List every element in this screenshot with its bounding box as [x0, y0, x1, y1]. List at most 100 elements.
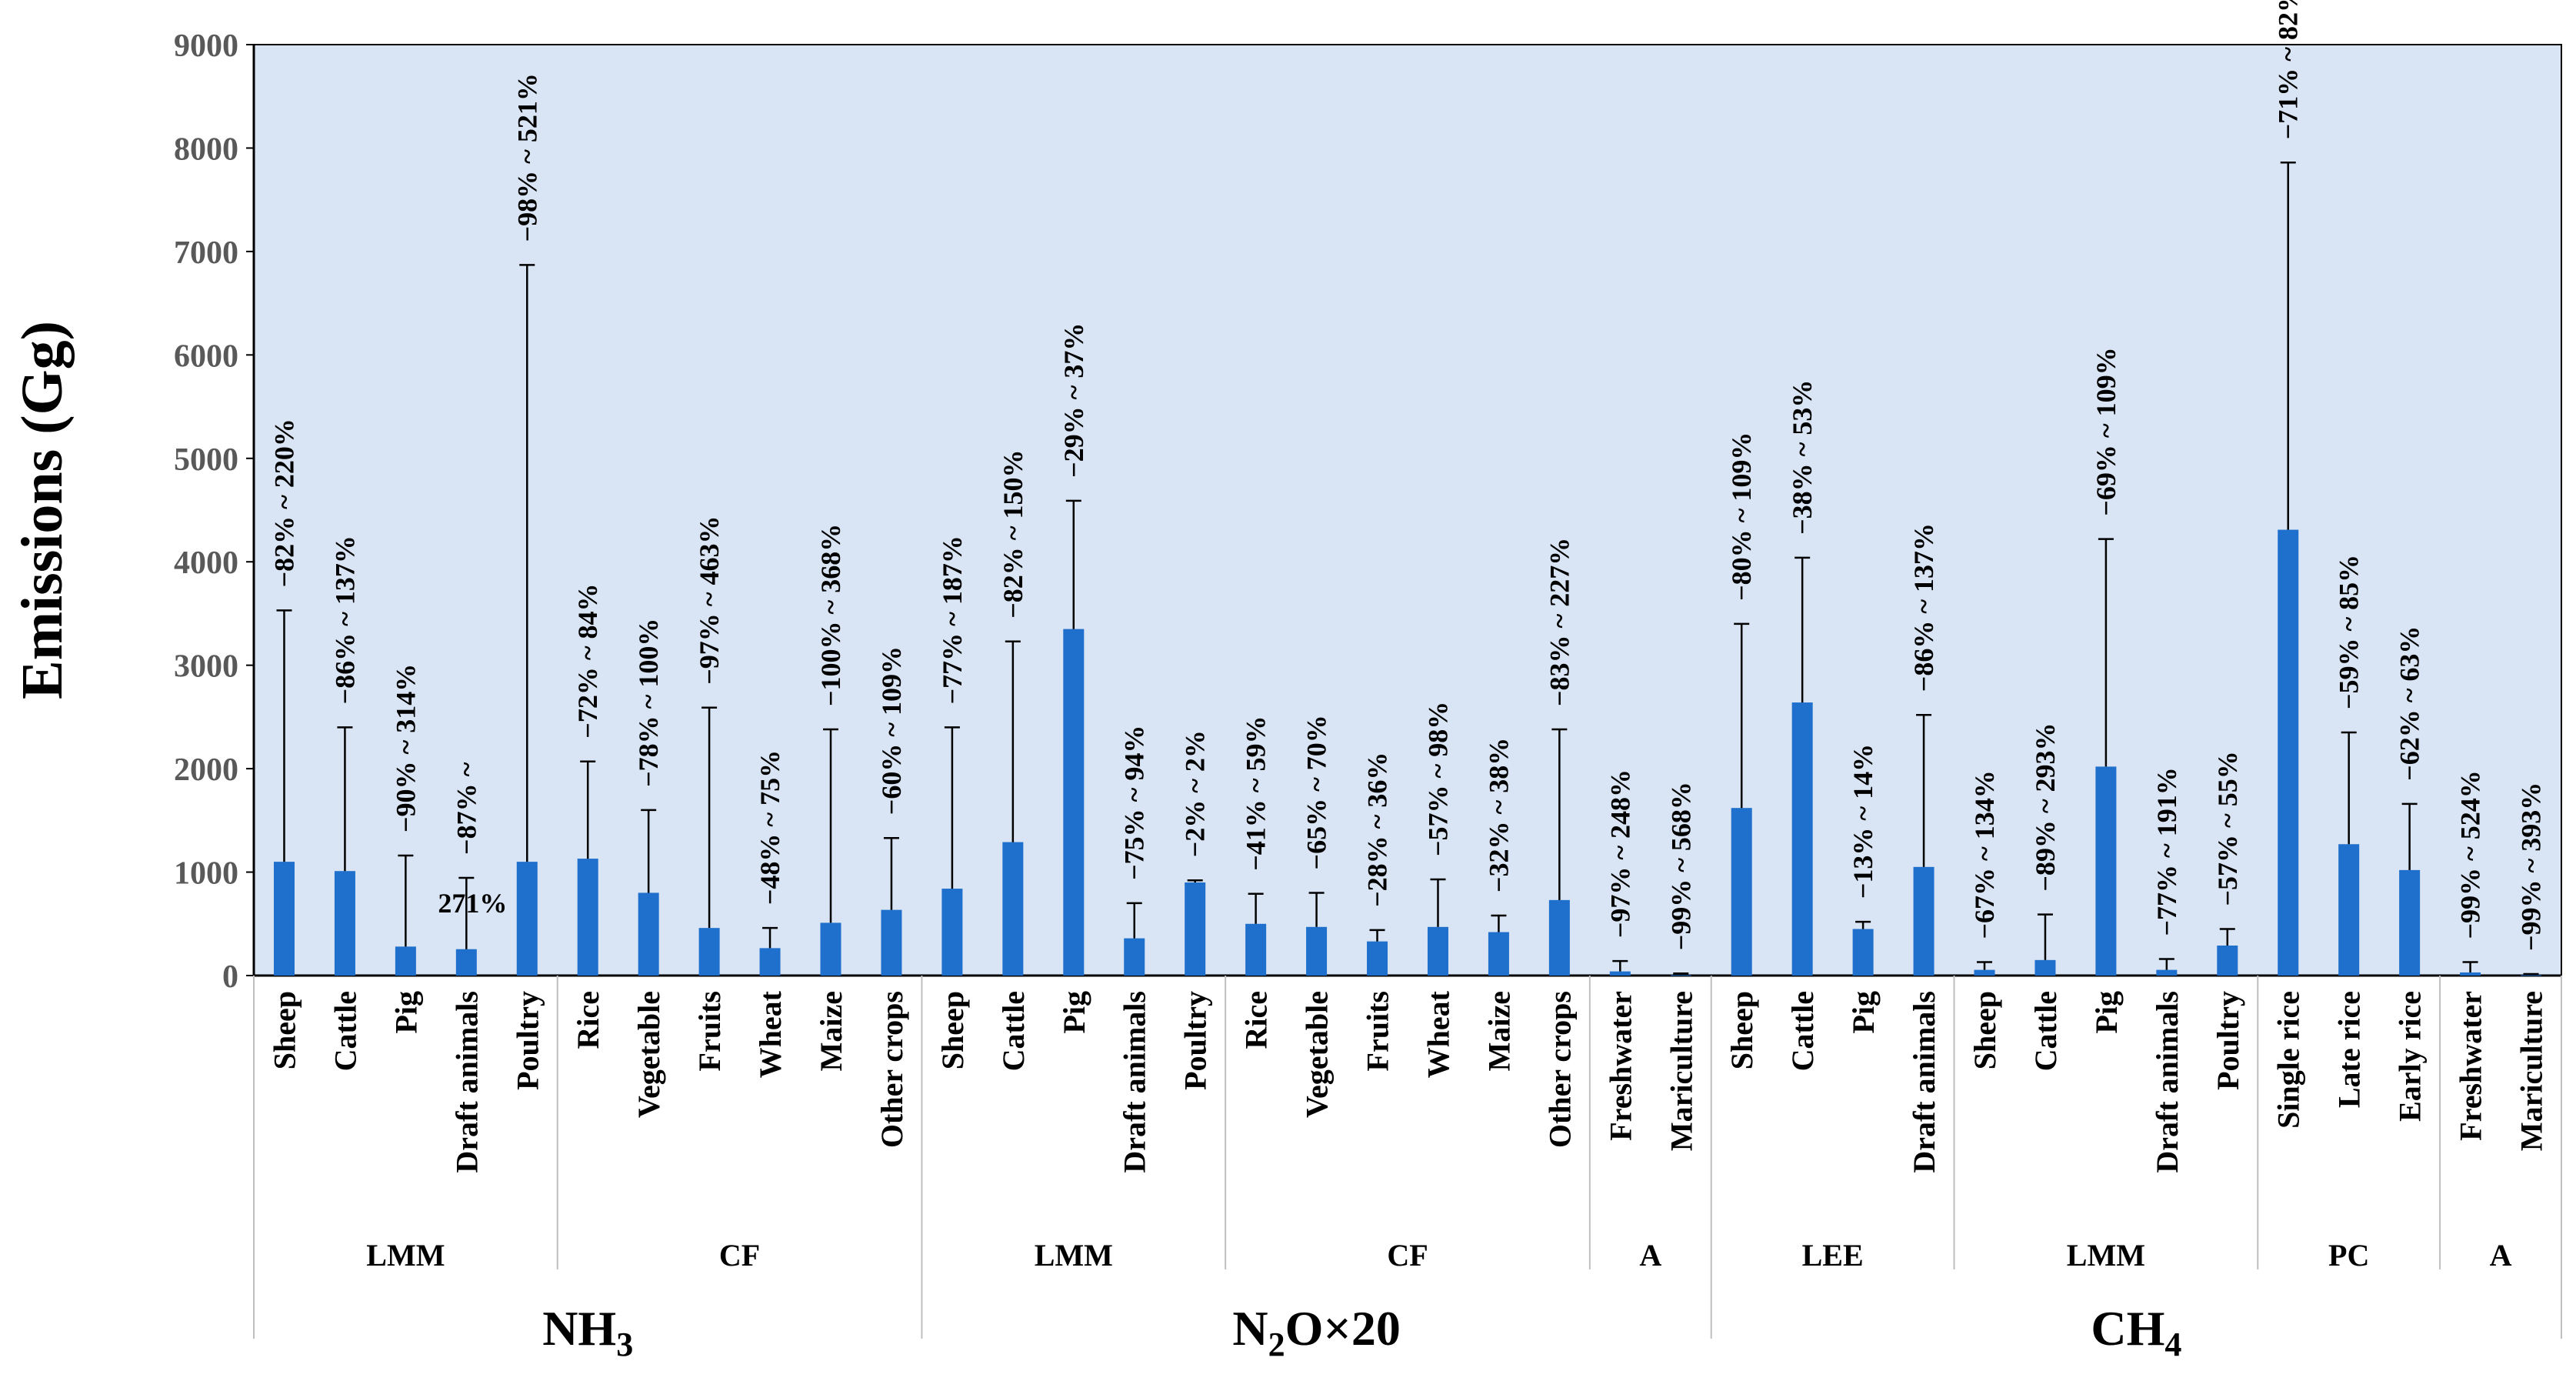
category-label: Rice — [571, 991, 605, 1049]
category-label: Wheat — [1421, 990, 1455, 1078]
category-label: Wheat — [753, 990, 788, 1078]
category-label: Other crops — [1542, 991, 1577, 1148]
category-label: Poultry — [510, 991, 545, 1090]
bar — [2521, 975, 2542, 976]
category-label: Sheep — [935, 991, 970, 1069]
bar — [2034, 959, 2056, 976]
category-label: Vegetable — [1300, 991, 1335, 1118]
bar — [1974, 969, 1995, 976]
category-label: Mariculture — [2514, 991, 2549, 1151]
labels-layer: −82% ~ 220% Sheep −86% ~ 137% Cattle −90% ~ … — [267, 0, 2548, 1363]
range-annotation: −90% ~ 314% — [390, 664, 421, 832]
range-annotation: −57% ~ 55% — [2212, 751, 2243, 906]
range-annotation: −72% ~ 84% — [572, 583, 603, 738]
range-annotation: −60% ~ 109% — [876, 646, 907, 815]
bar — [759, 948, 781, 976]
category-label: Fruits — [1361, 991, 1395, 1071]
group-label: PC — [2328, 1238, 2369, 1273]
category-label: Draft animals — [1907, 991, 1941, 1173]
gas-label-main: N — [1232, 1301, 1268, 1356]
range-annotation: −71% ~ 82% — [2273, 0, 2304, 139]
range-annotation: −57% ~ 98% — [1422, 702, 1453, 856]
bar — [1670, 975, 1691, 976]
y-tick-label: 2000 — [174, 752, 238, 788]
range-annotation: −86% ~ 137% — [329, 535, 360, 704]
y-tick-label: 1000 — [174, 856, 238, 892]
range-annotation: −41% ~ 59% — [1241, 716, 1271, 871]
range-annotation: −28% ~ 36% — [1362, 752, 1393, 907]
gas-label: NH3 — [542, 1301, 633, 1363]
category-label: Draft animals — [2150, 991, 2184, 1173]
bar — [820, 922, 841, 976]
bar — [1609, 971, 1631, 976]
gas-label: N2O×20 — [1232, 1301, 1400, 1363]
category-label: Cattle — [1785, 991, 1820, 1071]
range-annotation: −48% ~ 75% — [755, 750, 785, 905]
category-label: Pig — [388, 991, 423, 1034]
range-annotation: −67% ~ 134% — [1969, 770, 2000, 939]
bar — [698, 928, 720, 976]
range-annotation: −32% ~ 38% — [1483, 738, 1514, 892]
gas-label-subscript: 4 — [2164, 1326, 2181, 1363]
group-label: LMM — [2067, 1238, 2145, 1273]
bar — [1245, 923, 1267, 976]
range-annotation: −75% ~ 94% — [1119, 726, 1150, 880]
group-label: CF — [1387, 1238, 1428, 1273]
bar — [881, 909, 902, 976]
gas-label-main: CH — [2091, 1301, 2164, 1356]
group-label: LMM — [1035, 1238, 1113, 1273]
range-annotation: −59% ~ 85% — [2334, 555, 2364, 709]
gas-label-subscript: 2 — [1268, 1326, 1285, 1363]
gas-label: CH4 — [2091, 1301, 2181, 1363]
plot-background — [253, 44, 2562, 976]
bar — [577, 859, 598, 976]
range-annotation: −29% ~ 37% — [1058, 323, 1089, 478]
y-tick-label: 7000 — [174, 235, 238, 271]
bar — [2399, 869, 2421, 976]
range-annotation: −78% ~ 100% — [633, 619, 664, 787]
range-annotation: −87% ~ — [451, 762, 482, 855]
category-label: Pig — [1846, 991, 1881, 1034]
bar — [2460, 972, 2481, 976]
group-label: A — [1639, 1238, 1661, 1273]
category-label: Pig — [1057, 991, 1091, 1034]
y-tick-label: 9000 — [174, 28, 238, 64]
category-label: Cattle — [996, 991, 1031, 1071]
group-label: A — [2490, 1238, 2512, 1273]
range-annotation: −69% ~ 109% — [2091, 347, 2121, 515]
category-label: Freshwater — [2454, 991, 2488, 1141]
category-label: Cattle — [328, 991, 362, 1071]
bar — [2217, 946, 2238, 976]
bar — [1367, 941, 1388, 976]
range-annotation-tail: 271% — [438, 888, 507, 919]
bar — [334, 871, 355, 976]
bar — [638, 892, 659, 976]
category-label: Poultry — [1178, 991, 1213, 1090]
category-label: Draft animals — [449, 991, 484, 1173]
range-annotation: −80% ~ 109% — [1726, 432, 1757, 601]
category-label: Maize — [814, 991, 848, 1071]
category-label: Other crops — [875, 991, 909, 1148]
gas-label-main: NH — [542, 1301, 616, 1356]
bar — [1124, 938, 1145, 976]
category-label: Sheep — [1968, 991, 2002, 1069]
range-annotation: −97% ~ 463% — [694, 516, 725, 685]
bar — [455, 949, 477, 976]
range-annotation: −38% ~ 53% — [1787, 380, 1818, 535]
range-annotation: −83% ~ 227% — [1544, 538, 1575, 706]
range-annotation: −82% ~ 220% — [268, 419, 299, 587]
range-annotation: −89% ~ 293% — [2030, 722, 2061, 891]
range-annotation: −99% ~ 393% — [2516, 782, 2547, 951]
category-label: Maize — [1481, 991, 1516, 1071]
category-label: Mariculture — [1664, 991, 1698, 1151]
category-label: Sheep — [267, 991, 302, 1069]
bar — [395, 946, 416, 976]
bar — [2338, 844, 2360, 976]
range-annotation: −99% ~ 568% — [1665, 782, 1696, 950]
bars-layer — [273, 162, 2542, 976]
bar — [1488, 932, 1509, 976]
range-annotation: −65% ~ 70% — [1301, 715, 1332, 869]
range-annotation: −62% ~ 63% — [2394, 626, 2425, 781]
category-label: Fruits — [692, 991, 727, 1071]
